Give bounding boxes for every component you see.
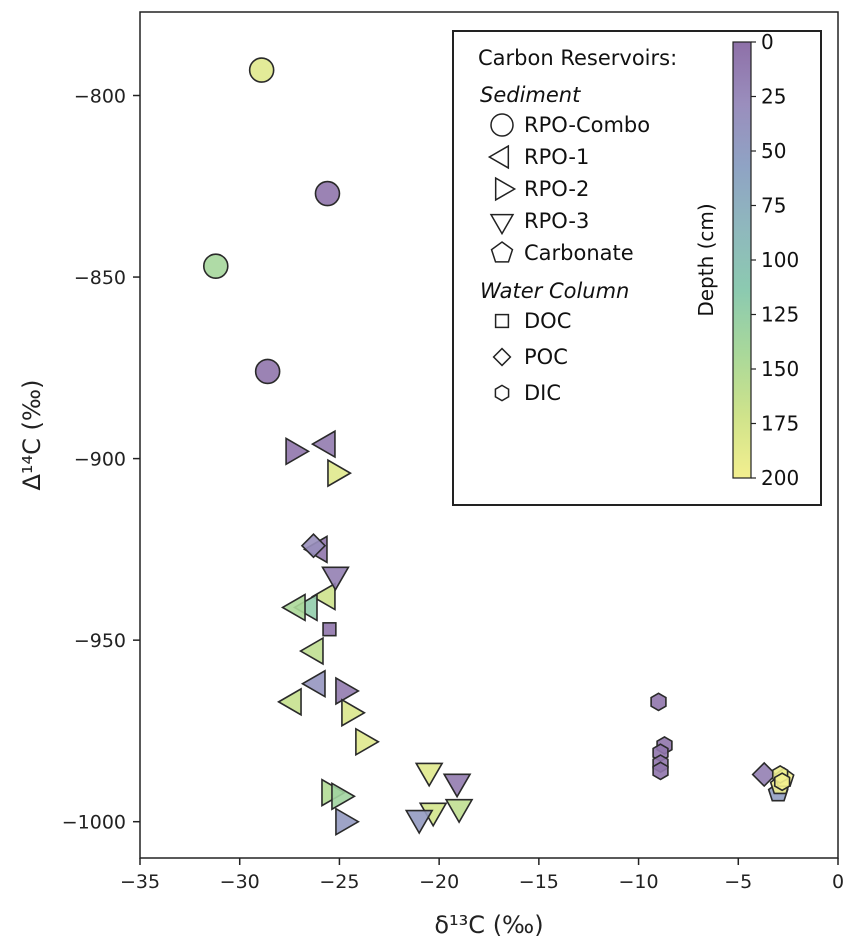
legend-label: DIC [524,381,561,405]
legend-label: RPO-Combo [524,113,650,137]
x-tick-label: −25 [319,871,359,893]
y-tick-label: −900 [74,449,126,471]
x-tick-label: −15 [519,871,559,893]
y-tick-label: −950 [74,630,126,652]
point-dic-4 [652,761,669,781]
point-rpo-2-4 [355,727,380,757]
point-rpo-2-0 [285,437,311,466]
point-rpo-combo-3 [254,358,281,385]
point-rpo-3-1 [414,762,444,788]
colorbar [732,41,752,479]
x-tick-label: −10 [619,871,659,893]
y-tick-label: −850 [74,267,126,289]
legend-marker-triangle-right [494,176,517,202]
legend-group-label: Sediment [480,83,581,107]
y-axis-title: Δ¹⁴C (‰) [18,380,46,491]
legend-item-poc: POC [492,345,568,369]
point-rpo-2-3 [341,698,366,728]
legend-heading: Carbon Reservoirs: [478,46,677,70]
legend-label: DOC [524,309,571,333]
point-rpo-1-7 [277,687,302,717]
legend-marker-hexagon [494,384,510,402]
point-rpo-1-6 [300,669,326,699]
y-tick-label: −800 [74,86,126,108]
point-dic-0 [650,692,667,712]
point-rpo-1-2 [310,582,336,611]
legend-label: RPO-3 [524,209,589,233]
legend-box [452,30,822,506]
colorbar-title: Depth (cm) [694,203,718,316]
legend-item-doc: DOC [494,309,571,333]
x-tick-label: −35 [120,871,160,893]
colorbar-tick-label: 0 [761,30,774,54]
legend-marker-square [494,313,510,329]
legend-item-dic: DIC [494,381,561,405]
colorbar-tick-label: 100 [761,248,799,272]
legend-group-label: Water Column [480,279,629,303]
legend-label: POC [524,345,568,369]
data-marks [202,57,795,837]
x-tick-label: −20 [419,871,459,893]
point-rpo-2-6 [331,781,356,811]
point-rpo-1-4 [280,593,306,622]
colorbar-tick-label: 150 [761,357,799,381]
point-poc-0 [300,533,327,559]
legend-item-rpo-2: RPO-2 [494,176,589,202]
point-rpo-combo-0 [248,57,275,83]
legend-label: RPO-1 [524,145,589,169]
point-rpo-3-2 [442,773,472,799]
point-rpo-1-0 [310,429,336,459]
y-tick-label: −1000 [62,812,126,834]
legend-item-rpo-combo: RPO-Combo [490,113,650,137]
legend-label: Carbonate [524,241,634,265]
colorbar-tick-label: 50 [761,139,786,163]
plot-frame [139,11,839,859]
x-tick-label: 0 [832,871,844,893]
colorbar-tick-label: 200 [761,466,799,490]
legend-marker-diamond [492,347,512,367]
point-rpo-3-4 [444,798,474,824]
point-doc-0 [322,622,337,637]
point-rpo-1-5 [298,636,324,666]
point-rpo-combo-2 [202,253,229,279]
point-rpo-2-7 [335,807,360,837]
colorbar-tick-label: 75 [761,194,786,218]
x-axis-title: δ¹³C (‰) [434,911,543,939]
legend-label: RPO-2 [524,177,589,201]
x-tick-label: −30 [220,871,260,893]
point-rpo-combo-1 [314,180,341,207]
legend: Carbon Reservoirs: Sediment RPO-Combo RPO-1… [452,30,822,506]
legend-item-carbonate: Carbonate [490,241,634,265]
colorbar-tick-label: 125 [761,303,799,327]
point-poc-1 [751,761,777,788]
point-dic-6 [773,772,791,792]
x-axis: −35 −30 −25 −20 −15 −10 −5 0 [120,858,844,893]
legend-item-rpo-3: RPO-3 [489,209,589,236]
point-rpo-3-0 [321,566,350,592]
point-rpo-2-2 [335,676,360,706]
legend-item-rpo-1: RPO-1 [487,144,589,170]
legend-marker-circle [490,113,514,137]
colorbar-tick-label: 175 [761,412,799,436]
legend-marker-triangle-down [489,213,515,236]
x-tick-label: −5 [724,871,752,893]
colorbar-tick-label: 25 [761,85,786,109]
legend-marker-pentagon [490,241,514,263]
legend-marker-triangle-left [487,144,510,170]
point-rpo-2-1 [327,458,352,488]
point-rpo-3-5 [404,809,434,835]
y-axis: −1000 −950 −900 −850 −800 [62,86,140,834]
